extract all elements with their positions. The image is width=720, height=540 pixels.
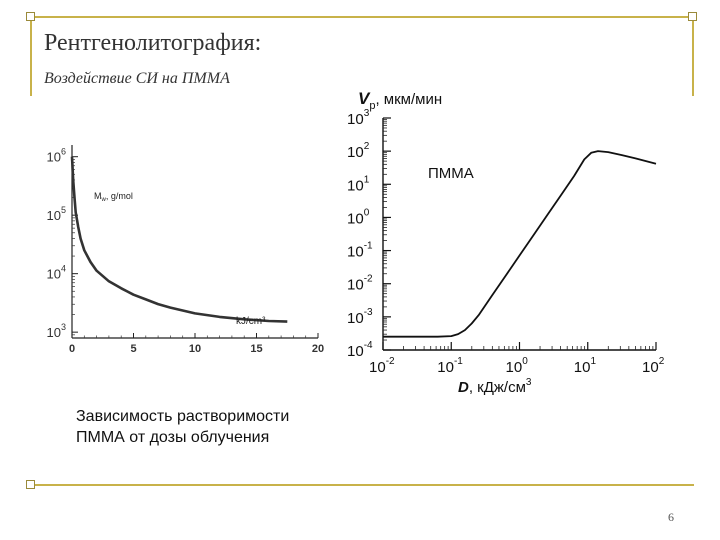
y-axis-label: Vp, мкм/мин bbox=[358, 89, 442, 112]
y-tick-label: 103 bbox=[47, 322, 66, 340]
frame-left-rule bbox=[30, 16, 32, 96]
slide-subtitle: Воздействие СИ на ПММА bbox=[44, 70, 230, 87]
x-tick-label: 100 bbox=[506, 356, 529, 376]
x-tick-label: 10 bbox=[189, 343, 201, 355]
x-tick-label: 20 bbox=[312, 343, 324, 355]
x-axis-label: kJ/cm³ bbox=[236, 316, 266, 327]
y-tick-label: 106 bbox=[47, 147, 66, 165]
dissolution-rate-series-line bbox=[383, 150, 657, 338]
x-tick-label: 15 bbox=[250, 343, 262, 355]
series-annotation: ПММА bbox=[428, 165, 474, 182]
page-number: 6 bbox=[668, 510, 674, 524]
frame-right-rule bbox=[692, 16, 694, 96]
caption-line: ПММА от дозы облучения bbox=[76, 429, 270, 446]
y-tick-label: 10-2 bbox=[347, 274, 373, 294]
y-axis-label: Mw, g/mol bbox=[94, 191, 133, 203]
y-tick-label: 10-3 bbox=[347, 307, 373, 327]
frame-corner-square bbox=[26, 480, 35, 489]
y-tick-label: 103 bbox=[347, 108, 370, 128]
y-tick-label: 105 bbox=[47, 205, 66, 223]
x-tick-label: 0 bbox=[69, 343, 75, 355]
y-tick-label: 102 bbox=[347, 141, 370, 161]
slide-title: Рентгенолитография: bbox=[44, 30, 262, 56]
figure-caption: Зависимость растворимости ПММА от дозы о… bbox=[76, 406, 289, 448]
frame-corner-square bbox=[688, 12, 697, 21]
mw-series-line bbox=[70, 156, 288, 323]
y-tick-label: 101 bbox=[347, 174, 370, 194]
x-tick-label: 10-2 bbox=[369, 356, 395, 376]
x-tick-label: 10-1 bbox=[437, 356, 463, 376]
x-tick-label: 5 bbox=[130, 343, 136, 355]
x-tick-label: 101 bbox=[574, 356, 597, 376]
frame-corner-square bbox=[26, 12, 35, 21]
x-axis-label: D, кДж/см3 bbox=[458, 377, 532, 396]
y-tick-label: 10-1 bbox=[347, 241, 373, 261]
y-tick-label: 100 bbox=[347, 207, 370, 227]
frame-top-rule bbox=[30, 16, 694, 18]
frame-bottom-rule bbox=[30, 484, 694, 486]
x-tick-label: 102 bbox=[642, 356, 665, 376]
caption-line: Зависимость растворимости bbox=[76, 408, 290, 425]
y-tick-label: 10-4 bbox=[347, 340, 373, 360]
y-tick-label: 104 bbox=[47, 264, 66, 282]
